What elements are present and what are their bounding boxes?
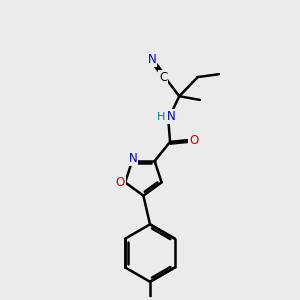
Text: O: O	[116, 176, 124, 189]
Text: N: N	[167, 110, 175, 123]
Text: C: C	[159, 71, 167, 84]
Text: N: N	[148, 52, 156, 66]
Text: H: H	[157, 112, 165, 122]
Text: O: O	[189, 134, 198, 146]
Text: N: N	[128, 152, 137, 165]
